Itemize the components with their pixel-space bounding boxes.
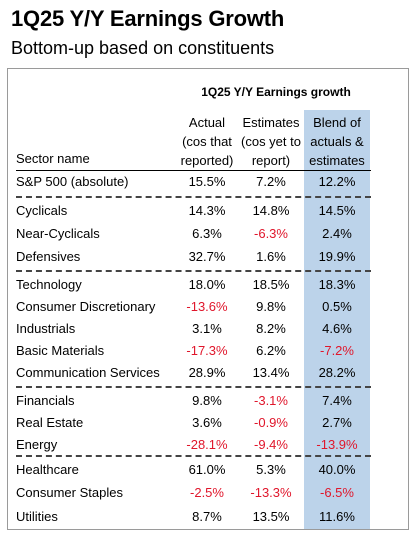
blend-value: 4.6% xyxy=(322,321,352,336)
blend-column-highlight xyxy=(304,110,370,529)
blend-header-line: actuals & xyxy=(310,134,364,149)
estimates-value: 6.2% xyxy=(256,343,286,358)
sector-column-header: Sector name xyxy=(16,151,90,166)
blend-value: 12.2% xyxy=(318,174,356,189)
estimates-value: 14.8% xyxy=(252,203,290,218)
page-subtitle: Bottom-up based on constituents xyxy=(11,38,275,58)
table-row: Technology 18.0% 18.5% 18.3% xyxy=(0,274,414,296)
estimates-value: 13.4% xyxy=(252,365,290,380)
table-row: Energy -28.1% -9.4% -13.9% xyxy=(0,434,414,456)
actual-value: -2.5% xyxy=(190,485,224,500)
estimates-value: 8.2% xyxy=(256,321,286,336)
table-row: Financials 9.8% -3.1% 7.4% xyxy=(0,390,414,412)
actual-value: 18.0% xyxy=(188,277,226,292)
actual-value: 15.5% xyxy=(188,174,226,189)
table-row: Cyclicals 14.3% 14.8% 14.5% xyxy=(0,200,414,222)
blend-value: 7.4% xyxy=(322,393,352,408)
header-divider xyxy=(16,170,371,171)
estimates-value: 5.3% xyxy=(256,462,286,477)
blend-header-line: Blend of xyxy=(313,115,361,130)
actual-value: 8.7% xyxy=(192,509,222,524)
sector-name: Near-Cyclicals xyxy=(16,226,100,241)
blend-value: 0.5% xyxy=(322,299,352,314)
blend-value: 19.9% xyxy=(318,249,356,264)
table-frame xyxy=(7,68,409,530)
actual-value: 9.8% xyxy=(192,393,222,408)
group-header: 1Q25 Y/Y Earnings growth xyxy=(201,85,351,99)
estimates-value: -13.3% xyxy=(250,485,292,500)
table-row: Healthcare 61.0% 5.3% 40.0% xyxy=(0,459,414,481)
group-divider xyxy=(16,270,371,272)
blend-value: 18.3% xyxy=(318,277,356,292)
table-row: Near-Cyclicals 6.3% -6.3% 2.4% xyxy=(0,223,414,245)
page-title: 1Q25 Y/Y Earnings Growth xyxy=(11,6,285,31)
blend-value: -7.2% xyxy=(320,343,354,358)
estimates-header-line: Estimates xyxy=(242,115,300,130)
estimates-column-header: Estimates (cos yet to report) xyxy=(234,113,308,170)
sector-name: Financials xyxy=(16,393,75,408)
estimates-header-line: (cos yet to xyxy=(241,134,301,149)
sector-name: Basic Materials xyxy=(16,343,105,358)
group-divider xyxy=(16,455,371,457)
sector-name: Industrials xyxy=(16,321,76,336)
blend-value: 2.4% xyxy=(322,226,352,241)
blend-value: 2.7% xyxy=(322,415,352,430)
actual-value: 3.6% xyxy=(192,415,222,430)
sector-name: Energy xyxy=(16,437,58,452)
table-row: Basic Materials -17.3% 6.2% -7.2% xyxy=(0,340,414,362)
estimates-value: 1.6% xyxy=(256,249,286,264)
sector-name: Communication Services xyxy=(16,365,160,380)
table-row: S&P 500 (absolute) 15.5% 7.2% 12.2% xyxy=(0,171,414,193)
actual-column-header: Actual (cos that reported) xyxy=(178,113,236,170)
estimates-value: -9.4% xyxy=(254,437,288,452)
blend-value: -13.9% xyxy=(316,437,358,452)
actual-value: 32.7% xyxy=(188,249,226,264)
actual-header-line: reported) xyxy=(180,153,234,168)
actual-value: -28.1% xyxy=(186,437,228,452)
table-row: Communication Services 28.9% 13.4% 28.2% xyxy=(0,362,414,384)
estimates-value: 18.5% xyxy=(252,277,290,292)
actual-value: 28.9% xyxy=(188,365,226,380)
blend-column-header: Blend of actuals & estimates xyxy=(304,113,370,170)
group-divider xyxy=(16,386,371,388)
sector-name: Consumer Staples xyxy=(16,485,123,500)
actual-value: -13.6% xyxy=(186,299,228,314)
sector-name: Consumer Discretionary xyxy=(16,299,156,314)
table-row: Utilities 8.7% 13.5% 11.6% xyxy=(0,506,414,528)
blend-value: -6.5% xyxy=(320,485,354,500)
sector-name: Cyclicals xyxy=(16,203,68,218)
sector-name: Utilities xyxy=(16,509,58,524)
blend-value: 28.2% xyxy=(318,365,356,380)
estimates-value: 13.5% xyxy=(252,509,290,524)
sector-name: Real Estate xyxy=(16,415,84,430)
actual-header-line: Actual xyxy=(188,115,226,130)
table-row: Defensives 32.7% 1.6% 19.9% xyxy=(0,246,414,268)
table-row: Consumer Discretionary -13.6% 9.8% 0.5% xyxy=(0,296,414,318)
blend-value: 40.0% xyxy=(318,462,356,477)
estimates-value: 9.8% xyxy=(256,299,286,314)
sector-name: Defensives xyxy=(16,249,81,264)
blend-value: 14.5% xyxy=(318,203,356,218)
estimates-value: -0.9% xyxy=(254,415,288,430)
sector-name: Technology xyxy=(16,277,82,292)
table-row: Real Estate 3.6% -0.9% 2.7% xyxy=(0,412,414,434)
sector-name: Healthcare xyxy=(16,462,79,477)
table-row: Consumer Staples -2.5% -13.3% -6.5% xyxy=(0,482,414,504)
estimates-value: 7.2% xyxy=(256,174,286,189)
actual-header-line: (cos that xyxy=(182,134,232,149)
actual-value: 6.3% xyxy=(192,226,222,241)
group-divider xyxy=(16,196,371,198)
actual-value: -17.3% xyxy=(186,343,228,358)
actual-value: 14.3% xyxy=(188,203,226,218)
actual-value: 3.1% xyxy=(192,321,222,336)
estimates-value: -3.1% xyxy=(254,393,288,408)
blend-value: 11.6% xyxy=(319,509,355,524)
table-row: Industrials 3.1% 8.2% 4.6% xyxy=(0,318,414,340)
blend-header-line: estimates xyxy=(309,153,365,168)
estimates-header-line: report) xyxy=(251,153,291,168)
sector-name: S&P 500 (absolute) xyxy=(16,174,129,189)
estimates-value: -6.3% xyxy=(254,226,288,241)
actual-value: 61.0% xyxy=(188,462,226,477)
